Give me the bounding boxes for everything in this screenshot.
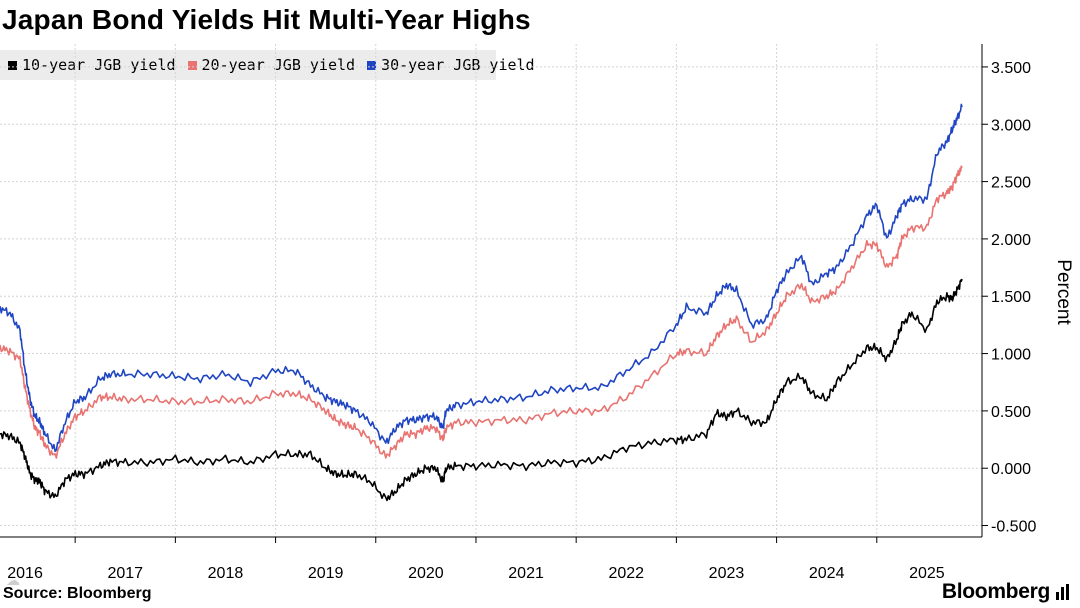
x-tick-label: 2017 (107, 565, 143, 582)
x-tick-label: 2016 (7, 565, 43, 582)
y-tick-label: 3.000 (991, 117, 1031, 134)
axes: -0.500 0.000 0.500 1.000 1.500 2.000 2.500 3.00… (0, 44, 1074, 582)
legend-swatch-30y (367, 60, 377, 70)
x-tick-label: 2022 (608, 565, 644, 582)
x-tick-label: 2020 (408, 565, 444, 582)
x-tick-label: 2023 (709, 565, 745, 582)
x-tick-label: 2021 (508, 565, 544, 582)
watermark-logo: ☁ (6, 572, 20, 588)
legend-label-20y: 20-year JGB yield (201, 56, 356, 74)
y-tick-label: 3.500 (991, 60, 1031, 77)
legend-item-20y: 20-year JGB yield (187, 56, 356, 74)
source-note: Source: Bloomberg (3, 585, 152, 602)
x-tick-label: 2018 (208, 565, 244, 582)
y-tick-label: 0.000 (991, 461, 1031, 478)
chart-title: Japan Bond Yields Hit Multi-Year Highs (2, 4, 531, 35)
legend-swatch-10y (8, 60, 17, 70)
y-tick-label: 2.000 (991, 232, 1031, 249)
y-tick-label: -0.500 (991, 519, 1036, 536)
series-line-30y (0, 103, 963, 453)
legend-label-30y: 30-year JGB yield (381, 56, 535, 74)
y-tick-label: 1.000 (991, 347, 1031, 364)
bloomberg-logo: Bloomberg (941, 580, 1050, 603)
legend: 10-year JGB yield 20-year JGB yield 30-y… (0, 50, 535, 80)
legend-item-30y: 30-year JGB yield (367, 56, 535, 74)
bloomberg-bars-icon (1056, 584, 1069, 600)
legend-swatch-20y (187, 60, 197, 70)
series-lines (0, 103, 963, 502)
series-line-20y (0, 165, 963, 459)
x-tick-label: 2019 (308, 565, 344, 582)
y-tick-label: 1.500 (991, 289, 1031, 306)
x-tick-label: 2024 (809, 565, 845, 582)
legend-item-10y: 10-year JGB yield (8, 56, 176, 74)
y-tick-label: 2.500 (991, 175, 1031, 192)
grid (0, 44, 982, 537)
series-line-10y (0, 278, 963, 502)
x-tick-label: 2025 (909, 565, 945, 582)
y-tick-label: 0.500 (991, 404, 1031, 421)
y-axis-label: Percent (1053, 259, 1074, 325)
legend-label-10y: 10-year JGB yield (22, 56, 176, 74)
